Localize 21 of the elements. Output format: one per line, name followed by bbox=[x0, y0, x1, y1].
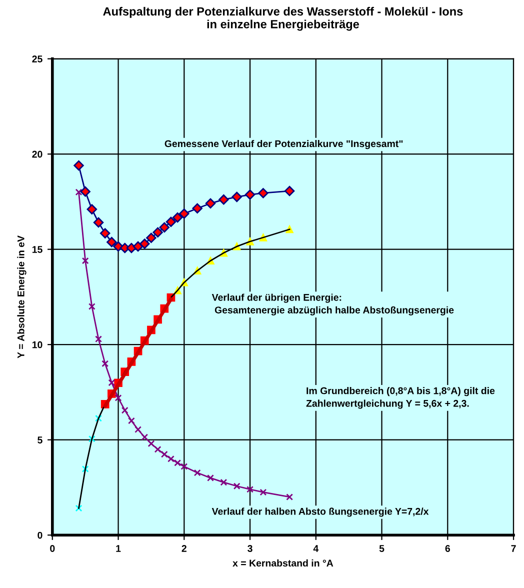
annotation: Verlauf der übrigen Energie: Gesamtenergie abzüglich halbe Abstoßungsenergie bbox=[212, 294, 454, 316]
chart-title: Aufspaltung der Potenzialkurve des Wasserstoff - Molekül - Ions in einzelne Energiebeiträge bbox=[103, 6, 463, 31]
x-tick-label: 7 bbox=[511, 545, 516, 552]
y-tick-label: 15 bbox=[32, 246, 42, 253]
x-tick-label: 3 bbox=[248, 545, 252, 552]
x-tick-label: 0 bbox=[50, 545, 55, 552]
y-tick-label: 10 bbox=[32, 341, 42, 348]
annotation: Verlauf der halben Absto ßungsenergie Y=7,2/x bbox=[212, 508, 429, 517]
annotation: Gemessene Verlauf der Potenzialkurve "Insgesamt" bbox=[164, 140, 403, 150]
x-tick-label: 6 bbox=[445, 545, 450, 552]
y-axis-title: Y = Absolute Energie in eV bbox=[17, 236, 26, 358]
y-tick-label: 20 bbox=[32, 150, 42, 158]
y-tick-label: 25 bbox=[32, 56, 42, 62]
x-tick-label: 4 bbox=[313, 545, 319, 552]
x-axis-title: x = Kernabstand in °A bbox=[232, 559, 334, 567]
x-tick-label: 5 bbox=[379, 545, 384, 552]
annotation: Im Grundbereich (0,8°A bis 1,8°A) gilt die Zahlenwertgleichung Y = 5,6x + 2,3. bbox=[306, 387, 495, 409]
y-tick-label: 0 bbox=[38, 532, 42, 539]
x-tick-label: 2 bbox=[182, 545, 186, 552]
y-tick-label: 5 bbox=[38, 436, 42, 444]
x-tick-label: 1 bbox=[116, 545, 121, 552]
